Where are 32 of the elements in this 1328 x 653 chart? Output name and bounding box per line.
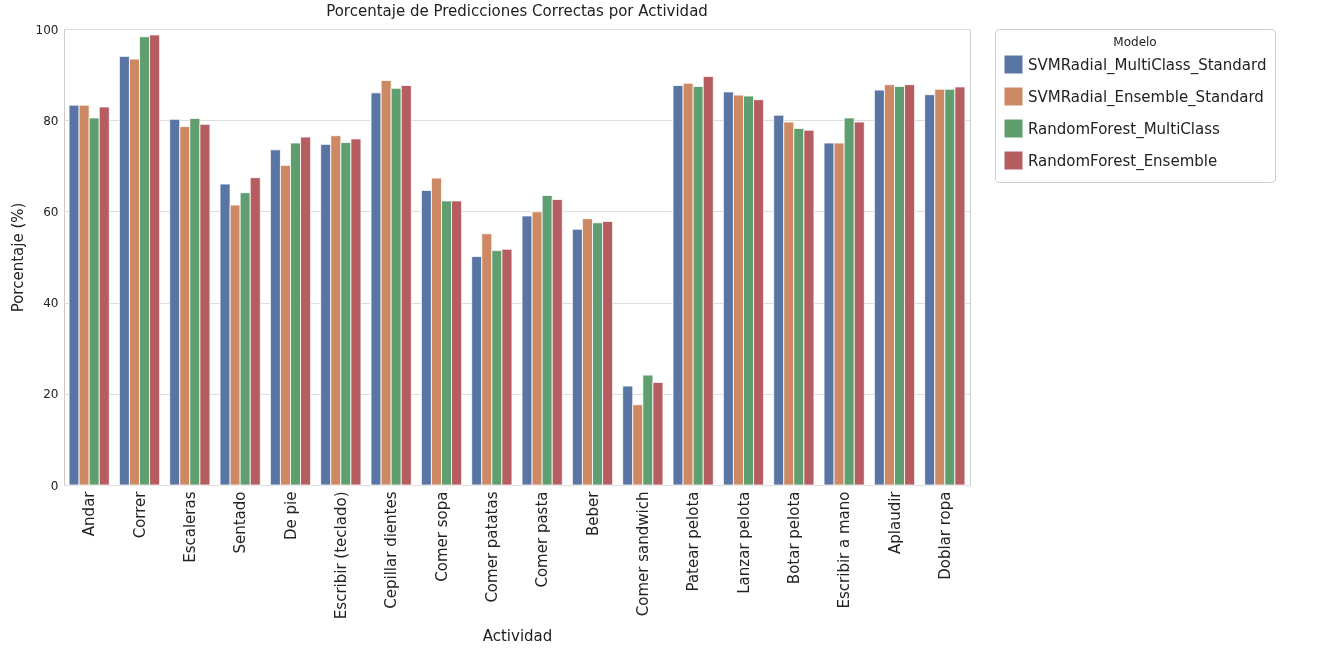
x-tick-label: Comer patatas bbox=[482, 491, 501, 603]
x-tick-label: Comer sopa bbox=[432, 491, 451, 582]
legend-label: RandomForest_Ensemble bbox=[1028, 151, 1218, 171]
legend-title: Modelo bbox=[1113, 35, 1157, 49]
x-tick-label: Lanzar pelota bbox=[734, 491, 753, 594]
y-axis-title: Porcentaje (%) bbox=[8, 202, 27, 313]
y-tick-label: 100 bbox=[35, 22, 59, 37]
y-tick-label: 20 bbox=[43, 387, 59, 402]
x-axis-title: Actividad bbox=[482, 627, 553, 646]
x-tick-label: Patear pelota bbox=[684, 491, 703, 592]
y-tick-label: 40 bbox=[43, 296, 59, 311]
x-tick-label: Aplaudir bbox=[885, 490, 904, 555]
x-tick-label: Andar bbox=[80, 490, 99, 537]
x-tick-label: Beber bbox=[583, 490, 602, 536]
legend-label: SVMRadial_MultiClass_Standard bbox=[1028, 55, 1267, 75]
x-tick-label: De pie bbox=[281, 491, 300, 540]
y-tick-label: 80 bbox=[43, 113, 59, 128]
y-tick-label: 0 bbox=[50, 478, 59, 493]
legend-label: SVMRadial_Ensemble_Standard bbox=[1028, 87, 1264, 107]
x-tick-label: Comer pasta bbox=[533, 491, 552, 588]
chart-title: Porcentaje de Predicciones Correctas por Actividad bbox=[326, 2, 708, 20]
x-tick-label: Cepillar dientes bbox=[382, 491, 401, 609]
x-tick-label: Sentado bbox=[231, 491, 250, 554]
x-tick-label: Doblar ropa bbox=[935, 491, 954, 580]
y-tick-label: 60 bbox=[43, 204, 59, 219]
x-tick-label: Escribir a mano bbox=[835, 491, 854, 609]
x-tick-label: Escaleras bbox=[180, 491, 199, 563]
x-tick-label: Correr bbox=[130, 490, 149, 539]
legend-label: RandomForest_MultiClass bbox=[1028, 119, 1220, 139]
x-tick-label: Comer sandwich bbox=[633, 491, 652, 617]
x-tick-label: Escribir (teclado) bbox=[331, 491, 350, 620]
x-tick-label: Botar pelota bbox=[784, 491, 803, 585]
